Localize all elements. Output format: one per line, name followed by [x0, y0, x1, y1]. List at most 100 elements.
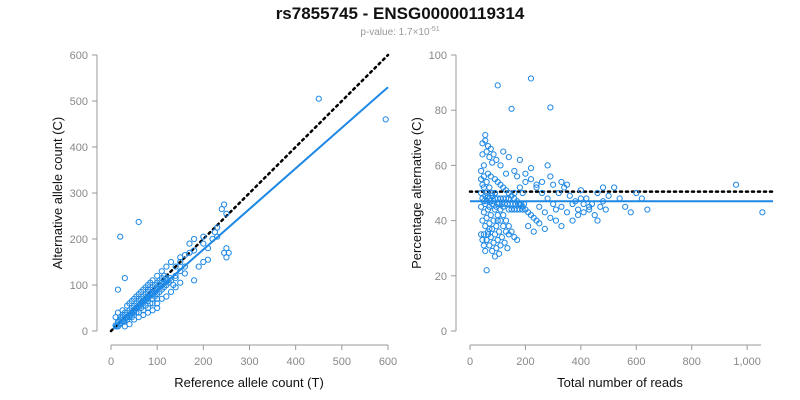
right-data-point: [516, 156, 523, 163]
left-data-point: [151, 293, 158, 300]
right-x-tick-label: 400: [572, 356, 590, 368]
right-data-point: [525, 223, 532, 230]
right-data-point: [502, 170, 510, 177]
right-data-point: [494, 217, 501, 224]
right-scatter-panel: 0 20 40 60 80 100 0 200 400 600 800 1,000 Total nu…: [409, 50, 775, 390]
right-data-point: [497, 217, 504, 224]
right-data-point: [644, 206, 651, 213]
figure-subtitle: p-value: 1.7×10-51: [360, 26, 439, 38]
right-data-point: [527, 165, 535, 172]
figure-title: rs7855745 - ENSG00000119314: [276, 4, 525, 23]
right-x-tick-label: 600: [627, 356, 645, 368]
right-data-point: [514, 236, 521, 244]
right-data-point: [616, 195, 623, 202]
left-data-point: [223, 210, 230, 217]
right-data-point: [759, 209, 766, 216]
right-data-point: [547, 214, 554, 221]
right-data-point: [602, 206, 609, 213]
right-data-point: [552, 206, 560, 213]
right-y-tick-label: 0: [441, 326, 447, 338]
left-data-point: [172, 263, 179, 270]
right-y-ticks: 0 20 40 60 80 100: [429, 50, 456, 338]
right-y-tick-label: 80: [435, 105, 447, 117]
left-data-point: [154, 304, 161, 312]
left-y-tick-label: 600: [70, 50, 88, 62]
left-data-point: [156, 288, 163, 295]
right-data-point: [500, 195, 507, 202]
right-data-point: [555, 189, 562, 197]
right-data-point: [489, 225, 496, 232]
right-data-point: [552, 217, 560, 224]
right-data-point: [486, 184, 493, 191]
right-data-point: [486, 154, 493, 161]
right-x-tick-label: 0: [467, 356, 473, 368]
right-data-point: [605, 192, 612, 199]
right-data-point: [479, 151, 486, 158]
right-data-point: [493, 156, 500, 163]
right-data-point: [566, 192, 573, 199]
right-data-point: [538, 189, 546, 197]
right-data-point: [482, 247, 489, 255]
right-x-tick-label: 800: [683, 356, 701, 368]
left-data-point: [135, 218, 142, 226]
left-data-point: [142, 284, 149, 291]
right-data-point: [516, 206, 523, 213]
right-data-point: [541, 225, 548, 232]
right-data-point: [574, 206, 582, 213]
right-data-point: [490, 217, 497, 224]
left-data-point: [112, 314, 119, 321]
right-data-point: [484, 192, 492, 199]
left-data-point: [191, 277, 198, 284]
right-data-point: [522, 178, 529, 186]
right-data-point: [480, 198, 487, 205]
left-data-point: [172, 272, 179, 279]
left-y-tick-label: 300: [70, 188, 88, 200]
left-x-tick-label: 200: [194, 356, 212, 368]
left-data-point: [148, 292, 155, 299]
right-data-point: [577, 195, 584, 202]
left-data-point: [157, 282, 164, 290]
right-data-point: [514, 173, 521, 180]
left-data-point: [209, 235, 216, 243]
right-data-point: [477, 203, 485, 210]
right-data-point: [594, 217, 601, 224]
right-data-point: [483, 198, 490, 205]
right-data-point: [558, 203, 565, 210]
left-data-point: [133, 293, 140, 300]
right-x-axis-label: Total number of reads: [557, 375, 683, 390]
left-y-ticks: 0 100 200 300 400 500 600: [70, 50, 97, 338]
left-x-axis-label: Reference allele count (T): [174, 375, 324, 390]
right-data-point: [482, 223, 489, 230]
right-data-point: [533, 181, 540, 188]
left-y-axis-label: Alternative allele count (C): [50, 117, 65, 269]
right-data-point: [484, 142, 492, 150]
right-data-point: [591, 211, 598, 219]
right-data-point: [586, 203, 593, 210]
left-data-point: [153, 287, 160, 294]
right-y-tick-label: 40: [435, 216, 447, 228]
right-data-point: [477, 176, 485, 183]
left-data-point: [382, 116, 389, 123]
right-data-point: [544, 162, 551, 169]
left-data-point: [167, 288, 175, 295]
right-data-point: [502, 195, 510, 202]
left-x-ticks: 0 100 200 300 400 500 600: [108, 345, 397, 368]
right-data-point: [547, 173, 554, 180]
right-data-point: [494, 82, 501, 89]
right-data-point: [505, 154, 512, 161]
left-data-point: [114, 286, 122, 293]
right-data-point: [500, 211, 507, 219]
left-data-point: [200, 233, 207, 240]
left-data-point: [221, 201, 228, 208]
right-data-point: [627, 209, 634, 216]
left-points: [112, 95, 389, 330]
left-data-point: [214, 224, 221, 231]
right-data-point: [511, 167, 518, 175]
left-data-point: [315, 95, 322, 102]
right-data-point: [480, 242, 487, 249]
right-data-point: [483, 178, 490, 186]
right-data-point: [622, 203, 629, 210]
right-y-tick-label: 100: [429, 50, 447, 62]
right-data-point: [558, 178, 565, 186]
